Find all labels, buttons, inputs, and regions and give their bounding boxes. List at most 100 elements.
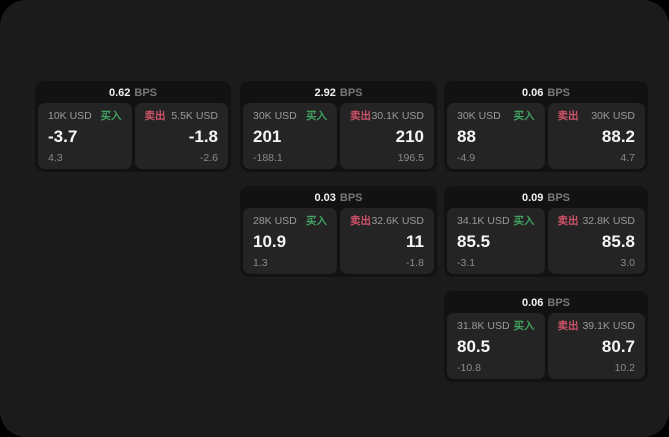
buy-amount: 28K USD bbox=[253, 215, 297, 227]
bps-unit-label: BPS bbox=[339, 87, 363, 99]
buy-change: -3.1 bbox=[457, 256, 476, 269]
sell-change: 196.5 bbox=[397, 151, 424, 164]
sell-price: 210 bbox=[395, 126, 424, 146]
sell-pane[interactable]: 卖出 32.6K USD 11 -1.8 bbox=[340, 208, 434, 274]
sell-amount: 39.1K USD bbox=[582, 320, 635, 332]
sell-price: 80.7 bbox=[601, 336, 635, 356]
sell-price: 11 bbox=[406, 231, 424, 251]
buy-pane[interactable]: 34.1K USD 买入 85.5 -3.1 bbox=[447, 208, 545, 274]
buy-pane-header: 28K USD 买入 bbox=[253, 216, 327, 227]
bps-unit-label: BPS bbox=[547, 297, 571, 309]
buy-change: -4.9 bbox=[457, 151, 476, 164]
bps-value: 2.92 bbox=[314, 87, 336, 99]
quote-card-body: 34.1K USD 买入 85.5 -3.1 卖出 32.8K USD 85.8… bbox=[447, 208, 645, 274]
bps-header: 2.92 BPS bbox=[243, 84, 434, 103]
sell-amount: 32.8K USD bbox=[582, 215, 635, 227]
buy-side-label: 买入 bbox=[100, 110, 122, 122]
bps-unit-label: BPS bbox=[547, 87, 571, 99]
buy-price: 201 bbox=[253, 126, 282, 146]
bps-value: 0.06 bbox=[521, 297, 544, 309]
bps-header: 0.03 BPS bbox=[243, 189, 434, 208]
sell-side-label: 卖出 bbox=[557, 215, 579, 227]
buy-pane[interactable]: 30K USD 买入 88 -4.9 bbox=[447, 103, 545, 169]
sell-pane-header: 卖出 30.1K USD bbox=[350, 111, 424, 122]
sell-amount: 5.5K USD bbox=[171, 110, 218, 122]
buy-change: -188.1 bbox=[253, 151, 283, 164]
quote-card-body: 31.8K USD 买入 80.5 -10.8 卖出 39.1K USD 80.… bbox=[447, 313, 645, 379]
sell-change: 4.7 bbox=[620, 151, 635, 164]
quote-card: 0.62 BPS 10K USD 买入 -3.7 4.3 卖出 5.5K USD… bbox=[35, 81, 231, 172]
sell-price: 85.8 bbox=[601, 231, 635, 251]
sell-change: 10.2 bbox=[614, 361, 635, 374]
buy-price: 80.5 bbox=[457, 336, 491, 356]
buy-price: 10.9 bbox=[253, 231, 287, 251]
quote-card-body: 28K USD 买入 10.9 1.3 卖出 32.6K USD 11 -1.8 bbox=[243, 208, 434, 274]
buy-amount: 30K USD bbox=[253, 110, 297, 122]
buy-pane-header: 31.8K USD 买入 bbox=[457, 321, 535, 332]
bps-header: 0.09 BPS bbox=[447, 189, 645, 208]
buy-side-label: 买入 bbox=[306, 110, 327, 122]
bps-unit-label: BPS bbox=[134, 87, 158, 99]
buy-side-label: 买入 bbox=[306, 215, 327, 227]
buy-side-label: 买入 bbox=[513, 320, 535, 332]
sell-amount: 32.6K USD bbox=[371, 215, 424, 227]
bps-value: 0.09 bbox=[521, 192, 544, 204]
buy-amount: 30K USD bbox=[457, 110, 501, 122]
sell-side-label: 卖出 bbox=[557, 320, 579, 332]
buy-change: -10.8 bbox=[457, 361, 481, 374]
bps-header: 0.62 BPS bbox=[38, 84, 228, 103]
buy-price: -3.7 bbox=[48, 126, 78, 146]
bps-header: 0.06 BPS bbox=[447, 84, 645, 103]
sell-change: -2.6 bbox=[199, 151, 218, 164]
quote-card-body: 30K USD 买入 201 -188.1 卖出 30.1K USD 210 1… bbox=[243, 103, 434, 169]
sell-price: 88.2 bbox=[601, 126, 635, 146]
buy-pane[interactable]: 28K USD 买入 10.9 1.3 bbox=[243, 208, 337, 274]
sell-pane[interactable]: 卖出 30K USD 88.2 4.7 bbox=[547, 103, 645, 169]
bps-value: 0.62 bbox=[108, 87, 131, 99]
sell-side-label: 卖出 bbox=[350, 110, 371, 122]
buy-amount: 10K USD bbox=[48, 110, 92, 122]
sell-pane[interactable]: 卖出 30.1K USD 210 196.5 bbox=[340, 103, 434, 169]
buy-pane-header: 10K USD 买入 bbox=[48, 111, 122, 122]
quote-card: 2.92 BPS 30K USD 买入 201 -188.1 卖出 30.1K … bbox=[240, 81, 437, 172]
quote-card: 0.06 BPS 30K USD 买入 88 -4.9 卖出 30K USD 8… bbox=[444, 81, 648, 172]
bps-unit-label: BPS bbox=[547, 192, 571, 204]
sell-pane[interactable]: 卖出 32.8K USD 85.8 3.0 bbox=[547, 208, 645, 274]
sell-pane[interactable]: 卖出 5.5K USD -1.8 -2.6 bbox=[134, 103, 228, 169]
sell-pane[interactable]: 卖出 39.1K USD 80.7 10.2 bbox=[547, 313, 645, 379]
buy-change: 4.3 bbox=[48, 151, 63, 164]
buy-price: 85.5 bbox=[457, 231, 491, 251]
buy-pane-header: 30K USD 买入 bbox=[457, 111, 535, 122]
quote-card: 0.03 BPS 28K USD 买入 10.9 1.3 卖出 32.6K US… bbox=[240, 186, 437, 277]
bps-value: 0.06 bbox=[521, 87, 544, 99]
buy-pane[interactable]: 30K USD 买入 201 -188.1 bbox=[243, 103, 337, 169]
buy-pane[interactable]: 10K USD 买入 -3.7 4.3 bbox=[38, 103, 132, 169]
sell-amount: 30.1K USD bbox=[371, 110, 424, 122]
buy-pane-header: 30K USD 买入 bbox=[253, 111, 327, 122]
sell-pane-header: 卖出 39.1K USD bbox=[558, 321, 636, 332]
bps-value: 0.03 bbox=[314, 192, 336, 204]
sell-pane-header: 卖出 30K USD bbox=[558, 111, 636, 122]
sell-pane-header: 卖出 32.8K USD bbox=[558, 216, 636, 227]
buy-price: 88 bbox=[457, 126, 476, 146]
sell-side-label: 卖出 bbox=[557, 110, 579, 122]
quote-card-body: 30K USD 买入 88 -4.9 卖出 30K USD 88.2 4.7 bbox=[447, 103, 645, 169]
bps-unit-label: BPS bbox=[339, 192, 363, 204]
quote-card-body: 10K USD 买入 -3.7 4.3 卖出 5.5K USD -1.8 -2.… bbox=[38, 103, 228, 169]
sell-pane-header: 卖出 32.6K USD bbox=[350, 216, 424, 227]
quote-card: 0.09 BPS 34.1K USD 买入 85.5 -3.1 卖出 32.8K… bbox=[444, 186, 648, 277]
bps-header: 0.06 BPS bbox=[447, 294, 645, 313]
sell-pane-header: 卖出 5.5K USD bbox=[145, 111, 219, 122]
sell-change: 3.0 bbox=[620, 256, 635, 269]
buy-amount: 34.1K USD bbox=[457, 215, 510, 227]
sell-price: -1.8 bbox=[188, 126, 218, 146]
buy-pane-header: 34.1K USD 买入 bbox=[457, 216, 535, 227]
quote-card: 0.06 BPS 31.8K USD 买入 80.5 -10.8 卖出 39.1… bbox=[444, 291, 648, 382]
sell-side-label: 卖出 bbox=[350, 215, 371, 227]
sell-amount: 30K USD bbox=[591, 110, 635, 122]
buy-pane[interactable]: 31.8K USD 买入 80.5 -10.8 bbox=[447, 313, 545, 379]
sell-change: -1.8 bbox=[405, 256, 424, 269]
buy-side-label: 买入 bbox=[513, 110, 535, 122]
sell-side-label: 卖出 bbox=[144, 110, 166, 122]
